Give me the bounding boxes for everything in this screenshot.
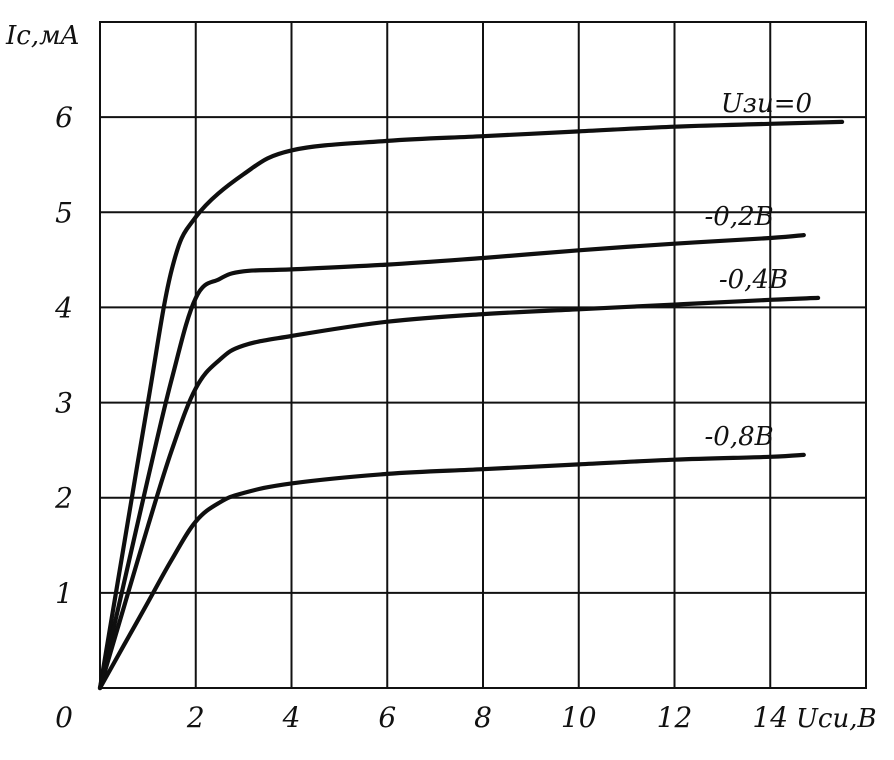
curve-label-1: Uзи=0 <box>721 89 812 119</box>
x-tick-label: 12 <box>657 701 693 734</box>
x-axis-label: Uси,B <box>796 704 877 734</box>
grid <box>99 21 867 689</box>
y-tick-label: 2 <box>54 482 73 515</box>
x-tick-label: 0 <box>55 701 73 734</box>
curve-labels: Uзи=0 -0,2B -0,4B -0,8B <box>705 89 813 452</box>
y-tick-label: 4 <box>54 291 73 324</box>
curve-2 <box>97 233 806 691</box>
x-tick-label: 8 <box>474 701 492 734</box>
x-tick-label: 10 <box>561 701 597 734</box>
x-tick-label: 14 <box>752 701 788 734</box>
curve-label-4: -0,8B <box>705 422 774 452</box>
curve-1 <box>97 119 845 691</box>
curve-3 <box>97 295 821 691</box>
x-tick-label: 4 <box>282 701 301 734</box>
y-tick-label: 6 <box>55 101 73 134</box>
curve-label-2: -0,2B <box>705 202 774 232</box>
y-tick-label: 3 <box>55 387 73 420</box>
curve-4 <box>97 452 806 691</box>
x-tick-label: 2 <box>186 701 205 734</box>
y-tick-label: 1 <box>55 577 73 610</box>
y-axis-label: Ic,мA <box>5 21 79 51</box>
y-tick-label: 5 <box>55 196 73 229</box>
curves <box>97 119 845 691</box>
x-tick-label: 6 <box>378 701 396 734</box>
curve-label-3: -0,4B <box>719 265 788 295</box>
